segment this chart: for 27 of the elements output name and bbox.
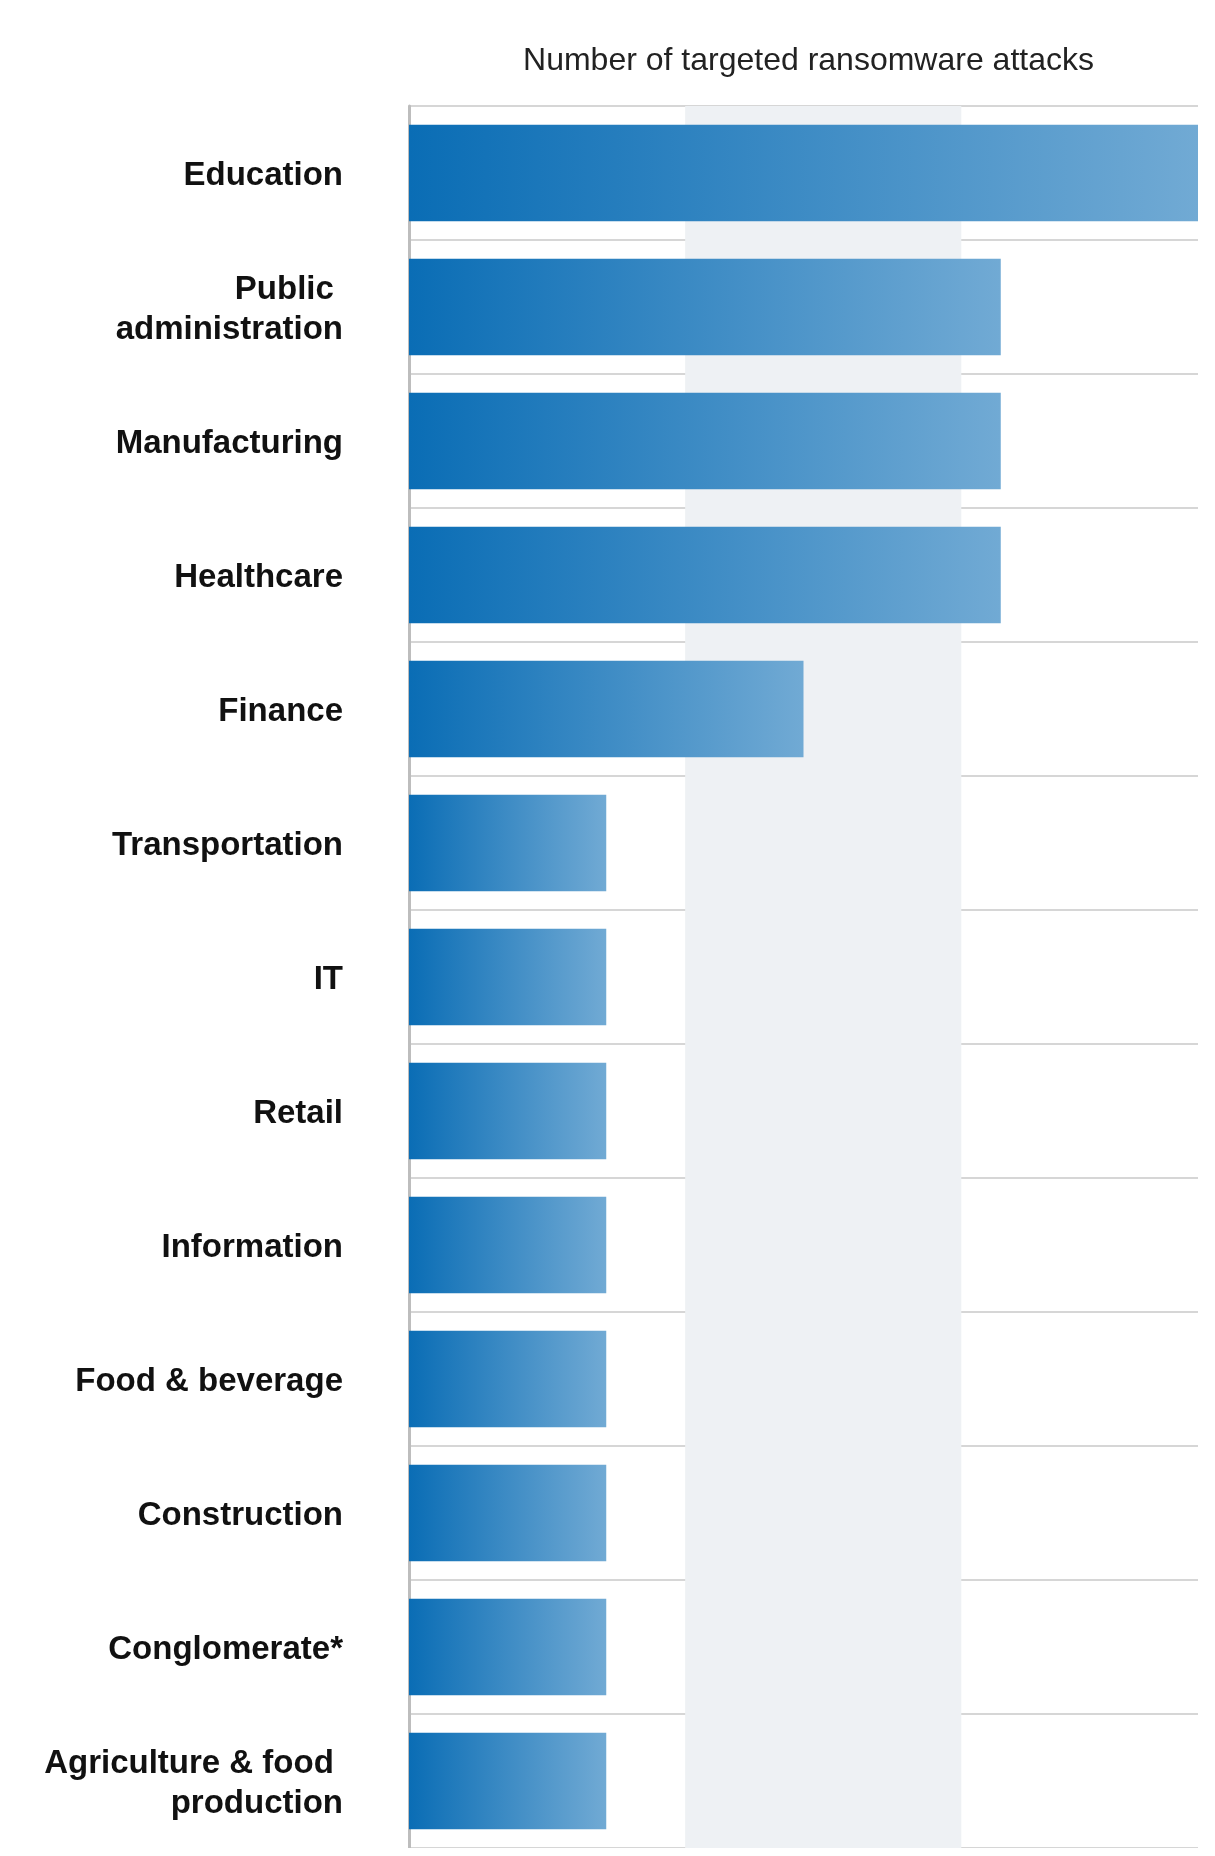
bar — [409, 1732, 607, 1830]
y-tick-label: Information — [161, 1226, 343, 1264]
y-tick-label: Construction — [137, 1494, 343, 1532]
bar — [409, 660, 804, 758]
y-tick-label: Finance — [218, 690, 343, 728]
y-tick-label: Public administration — [115, 268, 343, 346]
y-tick-label: Food & beverage — [75, 1360, 343, 1398]
bar — [409, 258, 1001, 356]
y-tick-label: Conglomerate* — [108, 1628, 344, 1666]
y-tick-label: Transportation — [111, 824, 343, 862]
bar — [409, 124, 1198, 222]
y-tick-label: Healthcare — [174, 556, 343, 594]
bar — [409, 1062, 607, 1160]
y-tick-label: Manufacturing — [115, 422, 343, 460]
chart-title: Number of targeted ransomware attacks — [523, 41, 1094, 77]
bar — [409, 928, 607, 1026]
y-tick-label: Retail — [253, 1092, 343, 1130]
y-tick-label: IT — [313, 958, 343, 996]
bar — [409, 1598, 607, 1696]
bar — [409, 794, 607, 892]
bar — [409, 526, 1001, 624]
y-tick-label: Education — [183, 154, 343, 192]
bar — [409, 1196, 607, 1294]
bar — [409, 1464, 607, 1562]
bar — [409, 392, 1001, 490]
bar — [409, 1330, 607, 1428]
y-tick-label: Agriculture & food production — [44, 1742, 343, 1820]
